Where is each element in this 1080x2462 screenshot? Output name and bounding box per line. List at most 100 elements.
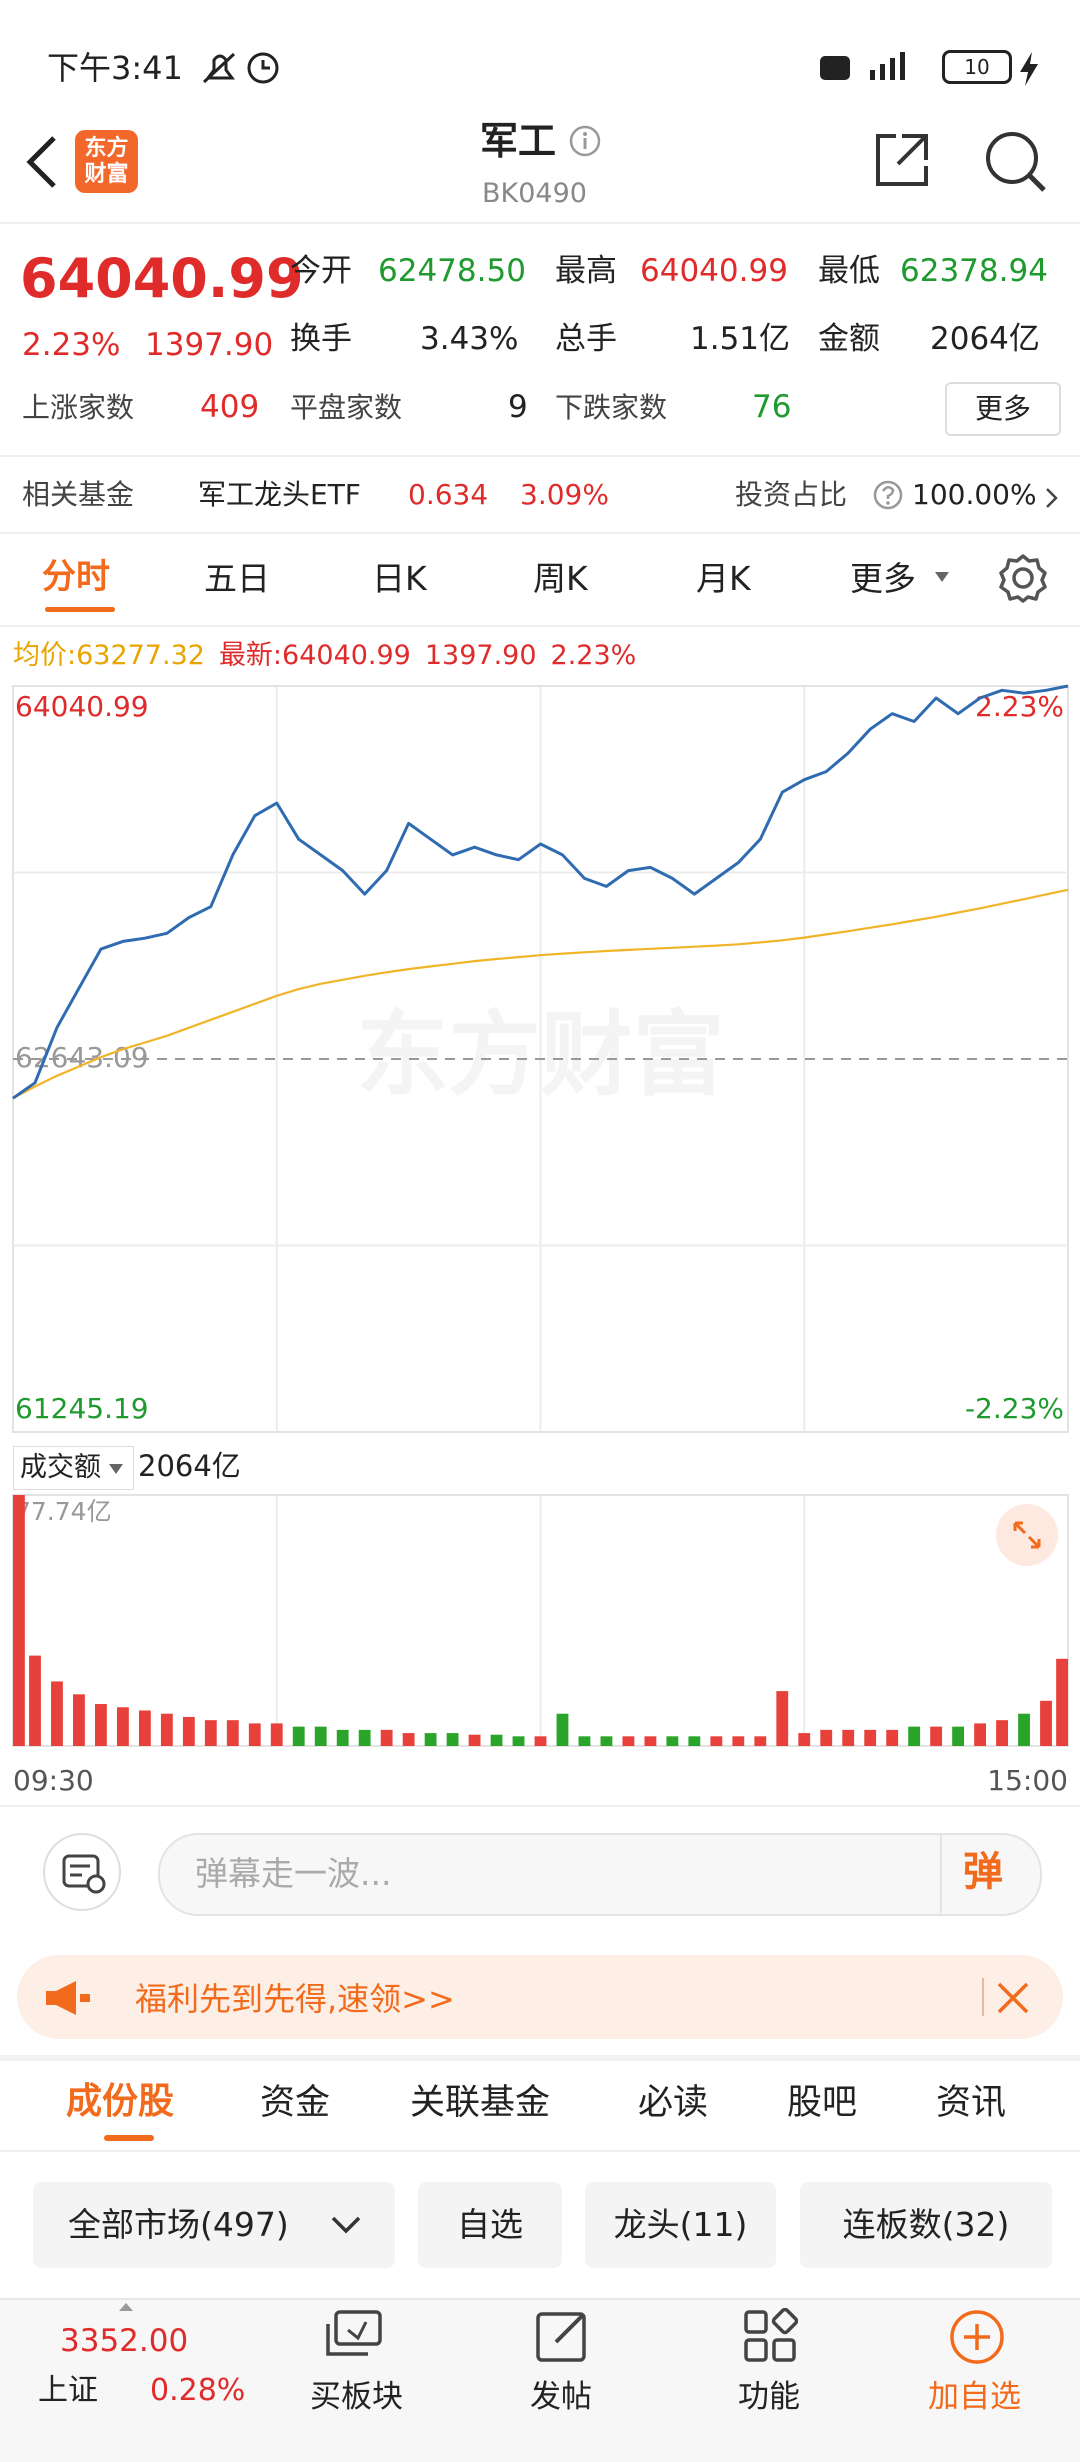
section-tab[interactable]: 成份股 (66, 2081, 175, 2122)
chart-header: 均价:63277.32 最新:64040.99 1397.90 2.23% (13, 642, 636, 669)
promo-banner[interactable] (17, 1955, 1063, 2039)
volume-bar (952, 1726, 965, 1746)
volume-bar (512, 1736, 525, 1746)
chevron (1046, 488, 1058, 508)
volume-bar (842, 1729, 855, 1746)
danmu-send[interactable]: 弹 (963, 1849, 1003, 1895)
tab[interactable]: 分时 (42, 557, 110, 597)
section-tab[interactable]: 关联基金 (410, 2083, 551, 2123)
section-tab[interactable]: 资讯 (936, 2083, 1007, 2123)
stat-value: 2064亿 (930, 321, 1040, 357)
volume-bar (29, 1655, 41, 1746)
more-button[interactable]: 更多 (945, 382, 1061, 436)
volume-bar (974, 1723, 987, 1746)
share-button[interactable] (872, 130, 932, 190)
volume-bar (490, 1734, 503, 1746)
volume-bar (358, 1729, 371, 1746)
filter-chip[interactable]: 连板数(32) (800, 2182, 1052, 2268)
divider (982, 1978, 984, 2016)
pct-label: 2.23% (550, 640, 637, 671)
filter-chip[interactable]: 自选 (418, 2182, 562, 2268)
tab[interactable]: 周K (533, 559, 588, 598)
series-line (12, 684, 1069, 1100)
volume-bar (402, 1733, 415, 1746)
stat-label: 今开 (290, 253, 352, 289)
tab[interactable]: 五日 (204, 559, 270, 598)
stat-label: 金额 (818, 321, 880, 357)
nav-item[interactable]: 发帖 (530, 2379, 592, 2415)
battery: 10 (942, 50, 1012, 84)
x-tick-label: 09:30 (13, 1764, 94, 1797)
danmu-toggle[interactable] (42, 1832, 122, 1912)
danmu-input[interactable] (158, 1833, 1042, 1916)
volume-label: 成交额 (20, 1452, 101, 1483)
divider (940, 1833, 942, 1913)
volume-bar (864, 1729, 877, 1746)
section-tab[interactable]: 资金 (260, 2083, 331, 2123)
volume-bar (754, 1736, 767, 1746)
volume-bar (51, 1681, 63, 1746)
stat-value: 76 (752, 389, 792, 425)
divider (0, 2150, 1080, 2152)
danmu-placeholder: 弹幕走一波... (195, 1854, 392, 1893)
filter-chip[interactable] (33, 2182, 395, 2268)
dropdown-arrow (935, 572, 949, 582)
settings-button[interactable] (998, 553, 1048, 603)
search-button[interactable] (982, 128, 1048, 194)
tab[interactable]: 更多 (850, 559, 916, 598)
fund-change: 3.09% (520, 478, 609, 511)
volume-bar (424, 1733, 437, 1746)
stat-label: 换手 (290, 321, 352, 357)
volume-bar (710, 1736, 723, 1746)
volume-bar (270, 1723, 283, 1746)
stat-value: 1.51亿 (690, 321, 791, 357)
status-icons (202, 52, 279, 84)
volume-bar (138, 1710, 151, 1746)
change-label: 1397.90 (424, 640, 537, 671)
section-tab[interactable]: 股吧 (787, 2083, 858, 2123)
volume-bar (798, 1733, 811, 1746)
close-button[interactable] (995, 1980, 1031, 2016)
series-line (12, 888, 1069, 1100)
signal-icons (820, 52, 905, 80)
help-icon[interactable] (872, 479, 904, 511)
volume-bar (820, 1729, 833, 1746)
filter-label: 全部市场(497) (68, 2205, 289, 2244)
volume-bar (13, 1495, 25, 1746)
volume-bar (556, 1713, 569, 1746)
fund-label: 相关基金 (22, 478, 135, 511)
x-tick-label: 15:00 (987, 1764, 1068, 1797)
stat-value: 9 (508, 389, 528, 425)
dropdown-arrow (109, 1464, 123, 1474)
nav-item[interactable]: 买板块 (310, 2379, 403, 2415)
volume-bar (886, 1729, 899, 1746)
stat-label: 最低 (818, 253, 880, 289)
volume-bar (336, 1729, 349, 1746)
charging-icon (1020, 52, 1038, 86)
avg-label: 均价:63277.32 (13, 640, 205, 671)
info-icon[interactable] (568, 124, 602, 158)
app-logo: 东方 财富 (75, 130, 138, 193)
expand-button[interactable] (995, 1503, 1059, 1567)
nav-item[interactable]: 加自选 (928, 2379, 1021, 2415)
tab[interactable]: 日K (372, 559, 427, 598)
tab[interactable]: 月K (696, 559, 751, 598)
index-name: 上证 (38, 2373, 98, 2408)
title: 军工 (480, 119, 557, 163)
volume-bar (1018, 1713, 1030, 1746)
volume-selector[interactable]: 成交额 (13, 1446, 134, 1490)
volume-bar (1056, 1658, 1068, 1746)
volume-bar (1040, 1700, 1052, 1746)
filter-chip[interactable]: 龙头(11) (585, 2182, 776, 2268)
volume-bar (534, 1736, 547, 1746)
volume-total: 2064亿 (138, 1449, 241, 1483)
y2-tick-label: 2.23% (975, 690, 1064, 723)
nav-item[interactable]: 功能 (738, 2379, 800, 2415)
divider (0, 625, 1080, 627)
volume-bar (996, 1720, 1008, 1746)
stat-value: 62378.94 (900, 253, 1048, 289)
back-button[interactable] (22, 134, 62, 190)
section-tab[interactable]: 必读 (638, 2083, 709, 2123)
